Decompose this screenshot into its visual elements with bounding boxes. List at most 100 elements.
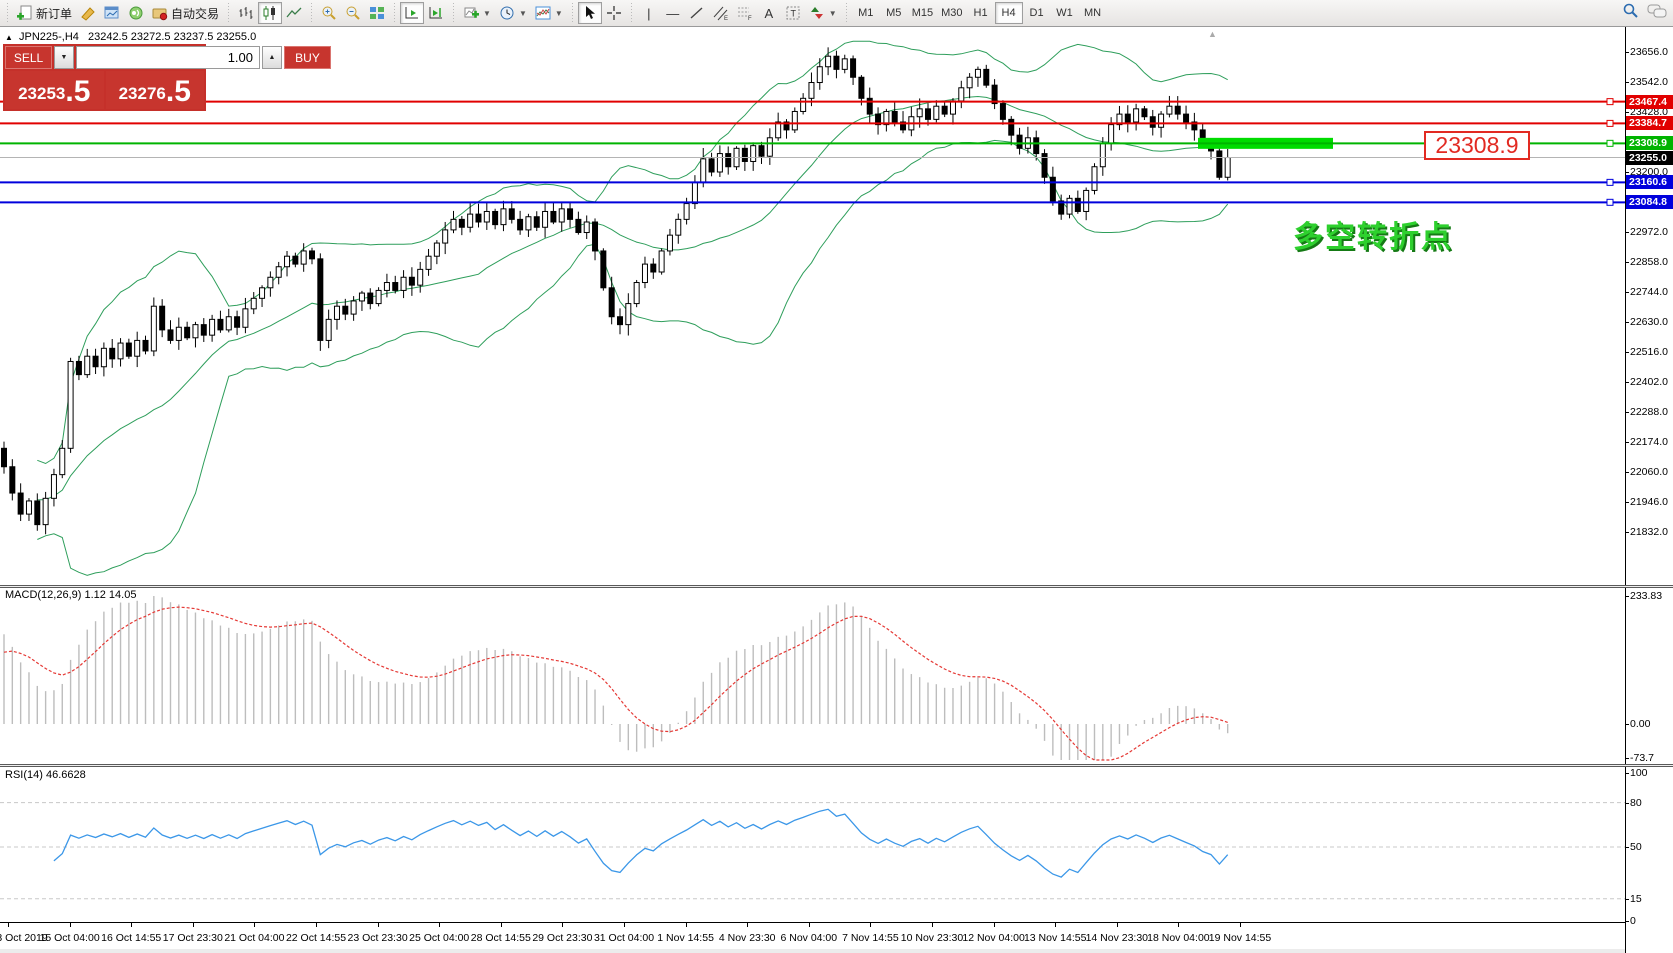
toolbar-grip[interactable] xyxy=(451,3,457,23)
timeframe-w1-button[interactable]: W1 xyxy=(1051,2,1079,24)
time-tick-mark xyxy=(993,923,995,927)
macd-pane[interactable] xyxy=(0,588,1625,764)
crayon-button[interactable] xyxy=(76,2,100,24)
price-tick-mark xyxy=(1625,292,1629,293)
line-chart-button[interactable] xyxy=(282,2,306,24)
pane-separator[interactable] xyxy=(0,585,1673,588)
svg-text:T: T xyxy=(790,9,796,19)
buy-button[interactable]: BUY xyxy=(284,46,331,69)
price-tick-label: 22972.0 xyxy=(1630,226,1668,238)
time-axis[interactable]: 3 Oct 2019 15 Oct 04:00 16 Oct 14:55 17 Oct… xyxy=(0,922,1673,953)
sell-price-button[interactable]: 23253.5 xyxy=(5,71,104,109)
channel-icon: E xyxy=(713,5,729,21)
time-tick-mark xyxy=(69,923,71,927)
time-axis-label: 23 Oct 23:30 xyxy=(347,932,408,944)
price-tick-label: 23542.0 xyxy=(1630,76,1668,88)
rsi-axis-label: 0 xyxy=(1630,915,1636,927)
volume-decrease-button[interactable]: ▼ xyxy=(54,46,74,69)
text-button[interactable]: A xyxy=(757,2,781,24)
price-tick-mark xyxy=(1625,532,1629,533)
indicators-button[interactable]: ▼ xyxy=(459,2,495,24)
buy-price-button[interactable]: 23276.5 xyxy=(105,71,204,109)
timeframe-m30-button[interactable]: M30 xyxy=(937,2,966,24)
rsi-pane[interactable] xyxy=(0,767,1625,922)
profile-window-button[interactable] xyxy=(100,2,124,24)
pivot-annotation[interactable]: 多空转折点 xyxy=(1293,221,1453,254)
pane-separator[interactable] xyxy=(0,764,1673,767)
chart-shift-button[interactable] xyxy=(424,2,448,24)
new-order-icon xyxy=(17,5,33,21)
timeframe-d1-button[interactable]: D1 xyxy=(1023,2,1051,24)
vertical-line-button[interactable]: | xyxy=(637,2,661,24)
periods-button[interactable]: ▼ xyxy=(495,2,531,24)
zoom-out-button[interactable] xyxy=(341,2,365,24)
candlestick-button[interactable] xyxy=(258,2,283,24)
toolbar-grip[interactable] xyxy=(392,3,398,23)
sell-price-main: 23253 xyxy=(18,84,66,103)
time-axis-label: 3 Oct 2019 xyxy=(0,932,48,944)
templates-button[interactable]: ▼ xyxy=(531,2,567,24)
price-tick-label: 21946.0 xyxy=(1630,496,1668,508)
svg-text:F: F xyxy=(748,16,752,21)
cursor-icon xyxy=(582,5,598,21)
rsi-label: RSI(14) 46.6628 xyxy=(5,769,86,781)
news-sound-button[interactable] xyxy=(124,2,148,24)
trendline-button[interactable] xyxy=(685,2,709,24)
toolbar: 新订单 自动交易 ▼ ▼ xyxy=(0,0,1673,27)
toolbar-grip[interactable] xyxy=(226,3,232,23)
equidistant-channel-button[interactable]: E xyxy=(709,2,733,24)
toolbar-grip[interactable] xyxy=(309,3,315,23)
chat-icon[interactable] xyxy=(1647,3,1667,24)
time-tick-mark xyxy=(1055,923,1057,927)
cursor-button[interactable] xyxy=(577,2,602,24)
macd-axis-label: 0.00 xyxy=(1630,718,1651,730)
line-chart-icon xyxy=(286,5,302,21)
new-order-button[interactable]: 新订单 xyxy=(13,2,76,24)
bar-chart-button[interactable] xyxy=(234,2,258,24)
volume-increase-button[interactable]: ▲ xyxy=(262,46,282,69)
rsi-tick-mark xyxy=(1625,898,1629,900)
clock-icon xyxy=(499,5,515,21)
time-tick-mark xyxy=(316,923,317,927)
timeframe-h4-button[interactable]: H4 xyxy=(994,2,1023,24)
auto-trading-button[interactable]: 自动交易 xyxy=(148,2,223,24)
fibonacci-button[interactable]: F xyxy=(733,2,757,24)
scroll-end-marker-icon[interactable]: ▲ xyxy=(1208,29,1217,39)
auto-scroll-button[interactable] xyxy=(400,2,425,24)
timeframe-h1-button[interactable]: H1 xyxy=(967,2,995,24)
sell-button[interactable]: SELL xyxy=(5,46,52,69)
toolbar-grip[interactable] xyxy=(628,3,634,23)
time-tick-mark xyxy=(562,923,564,927)
time-axis-label: 6 Nov 04:00 xyxy=(780,932,838,944)
tile-windows-button[interactable] xyxy=(365,2,389,24)
toolbar-grip[interactable] xyxy=(5,3,10,23)
price-callout-box[interactable]: 23308.9 xyxy=(1424,131,1530,160)
zoom-in-button[interactable] xyxy=(317,2,341,24)
arrows-button[interactable]: ▼ xyxy=(805,2,841,24)
trendline-icon xyxy=(689,5,705,21)
symbol-header: ▲ JPN225-,H4 23242.5 23272.5 23237.5 232… xyxy=(5,31,256,43)
chart-window[interactable]: 3 Oct 2019 15 Oct 04:00 16 Oct 14:55 17 Oct… xyxy=(0,27,1673,953)
new-order-label: 新订单 xyxy=(36,6,73,21)
rsi-tick-mark xyxy=(1625,773,1629,774)
expand-triangle-icon[interactable]: ▲ xyxy=(5,33,13,42)
toolbar-grip[interactable] xyxy=(569,3,575,23)
volume-input[interactable] xyxy=(76,46,260,69)
crosshair-button[interactable] xyxy=(602,2,626,24)
toolbar-grip[interactable] xyxy=(843,3,849,23)
time-axis-label: 14 Nov 23:30 xyxy=(1085,932,1149,944)
horizontal-line-button[interactable]: — xyxy=(661,2,685,24)
timeframe-mn-button[interactable]: MN xyxy=(1079,2,1107,24)
dropdown-arrow-icon: ▼ xyxy=(554,8,563,18)
timeframe-m5-button[interactable]: M5 xyxy=(880,2,908,24)
price-level-badge: 23467.4 xyxy=(1626,94,1673,109)
timeframe-m15-button[interactable]: M15 xyxy=(908,2,937,24)
dropdown-arrow-icon: ▼ xyxy=(828,8,837,18)
window-edge xyxy=(0,949,1673,953)
time-axis-label: 19 Nov 14:55 xyxy=(1208,932,1272,944)
price-pane[interactable] xyxy=(0,27,1625,585)
search-icon[interactable] xyxy=(1622,2,1639,24)
timeframe-m1-button[interactable]: M1 xyxy=(852,2,880,24)
text-label-button[interactable]: T xyxy=(781,2,805,24)
time-axis-label: 31 Oct 04:00 xyxy=(593,932,655,944)
